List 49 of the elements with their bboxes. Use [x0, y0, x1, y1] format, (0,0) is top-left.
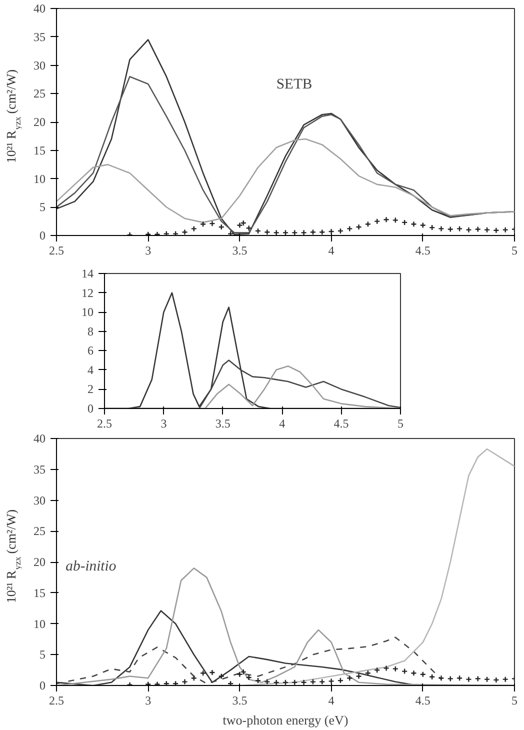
y-tick-label: 0	[40, 678, 46, 692]
x-tick-label: 5	[512, 694, 518, 708]
annotation: SETB	[276, 76, 312, 92]
x-tick-label: 4	[328, 694, 334, 708]
y-tick-label: 25	[34, 524, 46, 538]
y-tick-label: 30	[34, 58, 46, 72]
y-tick-label: 10	[34, 616, 46, 631]
annotation: ab-initio	[66, 558, 116, 574]
y-tick-label: 5	[40, 648, 46, 662]
y-tick-label: 30	[34, 493, 46, 508]
y-tick-label: 0	[40, 228, 46, 242]
y-tick-label: 2	[88, 382, 94, 396]
y-tick-label: 40	[34, 432, 46, 446]
y-tick-label: 8	[88, 324, 94, 338]
x-tick-label: 5	[512, 244, 518, 258]
x-tick-label: 3	[145, 694, 152, 708]
x-tick-label: 3.5	[215, 416, 230, 430]
y-tick-label: 5	[40, 200, 46, 214]
x-axis-title: two-photon energy (eV)	[222, 712, 348, 728]
x-tick-label: 2.5	[97, 416, 112, 430]
x-tick-label: 3	[145, 244, 152, 258]
x-tick-label: 4.5	[415, 694, 430, 708]
y-tick-label: 20	[34, 555, 46, 569]
y-tick-label: 4	[88, 362, 94, 377]
y-tick-label: 35	[34, 462, 46, 476]
x-tick-label: 2.5	[49, 694, 64, 708]
x-tick-label: 4	[328, 244, 334, 258]
x-tick-label: 3.5	[232, 694, 248, 708]
x-tick-label: 4	[279, 416, 286, 430]
x-tick-label: 3.5	[232, 244, 248, 258]
x-tick-label: 5	[398, 416, 404, 430]
x-tick-label: 3	[160, 416, 167, 430]
x-tick-label: 2.5	[49, 244, 64, 258]
y-tick-label: 20	[34, 115, 46, 129]
x-tick-label: 4.5	[334, 416, 349, 430]
line-series	[56, 138, 514, 224]
line-series	[56, 636, 442, 684]
y-tick-label: 14	[82, 266, 94, 280]
y-tick-label: 10	[82, 305, 94, 320]
y-tick-label: 15	[34, 143, 46, 158]
y-tick-label: 10	[34, 172, 46, 186]
y-tick-label: 6	[88, 344, 94, 358]
y-tick-label: 25	[34, 86, 46, 101]
y-tick-label: 0	[88, 402, 94, 416]
y-tick-label: 15	[34, 586, 46, 600]
y-tick-label: 12	[82, 286, 94, 300]
y-tick-label: 40	[34, 2, 46, 16]
x-tick-label: 4.5	[415, 244, 430, 258]
y-tick-label: 35	[34, 30, 46, 44]
